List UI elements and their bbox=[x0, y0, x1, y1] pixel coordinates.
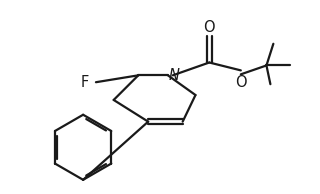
Text: N: N bbox=[168, 68, 179, 83]
Text: F: F bbox=[81, 75, 89, 90]
Text: O: O bbox=[235, 75, 247, 90]
Text: O: O bbox=[204, 20, 215, 35]
